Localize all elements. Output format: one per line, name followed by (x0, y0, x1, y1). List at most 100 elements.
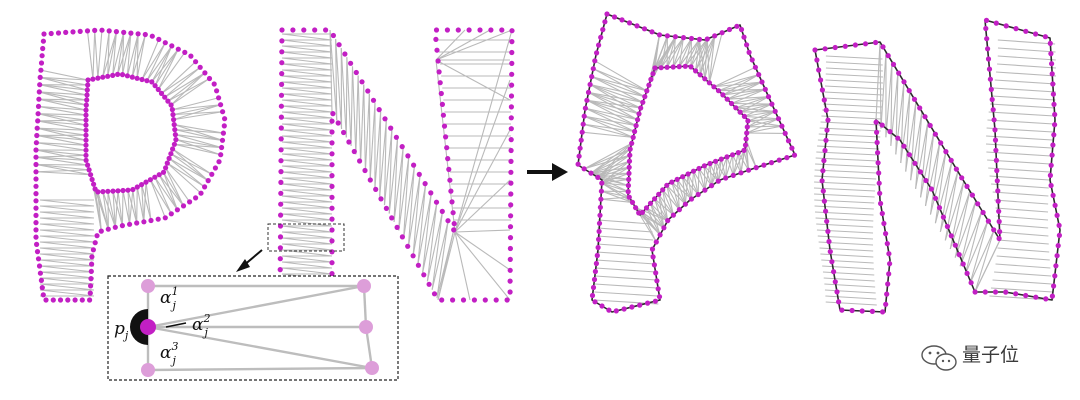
mesh-edge (682, 176, 692, 200)
mesh-edge (143, 182, 147, 222)
mesh-edge (815, 163, 878, 168)
mesh-edge (355, 75, 359, 155)
sample-point (34, 125, 40, 131)
sample-point (205, 178, 211, 184)
mesh-edge (727, 88, 766, 100)
sample-point (818, 77, 824, 83)
sample-point (724, 96, 730, 102)
mesh-edge (726, 156, 734, 176)
sample-point (399, 234, 405, 240)
mesh-edge (435, 29, 491, 61)
mesh-edge (737, 152, 750, 171)
sample-point (779, 123, 785, 129)
sample-point (278, 158, 284, 164)
sample-point (346, 139, 352, 145)
mesh-edge (172, 104, 221, 111)
sample-point (593, 260, 600, 267)
sample-point (148, 217, 154, 224)
mesh-edge (454, 79, 511, 233)
mesh-edge (666, 36, 676, 68)
sample-point (990, 107, 996, 113)
mesh-edge (437, 231, 456, 301)
mesh-edge (699, 38, 708, 75)
mesh-edge (820, 121, 882, 126)
sample-point (650, 71, 656, 77)
mesh-edge (591, 76, 647, 92)
mesh-edge (954, 190, 971, 258)
sample-point (212, 165, 218, 171)
sample-point (351, 148, 357, 155)
sample-point (702, 187, 708, 193)
mesh-edge (695, 39, 701, 71)
sample-point (985, 46, 991, 52)
sample-point (450, 297, 456, 303)
sample-point (383, 205, 389, 211)
sample-point (35, 111, 41, 117)
mesh-edge (650, 202, 669, 222)
sample-point (336, 42, 342, 48)
mesh-edge (114, 190, 119, 228)
sample-point (638, 105, 644, 111)
mesh-edge (671, 181, 686, 205)
mesh-edge (600, 198, 633, 203)
sample-point (434, 47, 440, 53)
sample-point (676, 64, 682, 70)
mesh-edge (146, 42, 166, 81)
sample-point (33, 205, 39, 211)
mesh-edge (735, 96, 769, 109)
sample-point (112, 224, 118, 230)
sample-point (115, 71, 121, 77)
sample-point (279, 71, 285, 77)
sample-point (715, 88, 722, 94)
sample-point (592, 299, 598, 305)
mesh-edge (37, 120, 87, 126)
sample-point (508, 115, 514, 121)
sample-point (604, 11, 610, 17)
mesh-edge (281, 99, 333, 107)
sample-point (100, 74, 106, 80)
sample-point (644, 88, 650, 94)
mesh-edge (672, 37, 684, 68)
sample-point (85, 162, 91, 168)
mesh-edge (435, 59, 511, 101)
sample-point (590, 66, 596, 72)
sample-point (394, 224, 400, 230)
sample-point (826, 238, 832, 245)
sample-point (219, 137, 226, 143)
sample-point (40, 38, 47, 44)
mesh-edge (107, 31, 117, 77)
mesh-edge (601, 182, 630, 198)
sample-point (119, 223, 125, 229)
sample-point (707, 160, 713, 167)
mesh-edge (703, 165, 706, 191)
sample-point (994, 178, 1000, 184)
mesh-edge (173, 104, 221, 121)
mesh-edge (747, 125, 782, 128)
mesh-edge (174, 143, 222, 149)
mesh-edge (684, 173, 689, 205)
mesh-edge (154, 48, 179, 86)
sample-point (587, 81, 593, 88)
sample-point (997, 229, 1003, 235)
mesh-edge (141, 184, 152, 221)
sample-point (278, 212, 284, 218)
sample-point (598, 188, 605, 194)
sample-point (443, 134, 449, 140)
sample-point (216, 159, 222, 165)
sample-point (859, 308, 865, 314)
sample-point (879, 210, 885, 217)
sample-point (168, 102, 174, 108)
sample-point (329, 173, 335, 179)
mesh-edge (35, 154, 87, 158)
sample-point (816, 67, 822, 73)
mesh-edge (743, 150, 750, 171)
sample-point (995, 188, 1001, 194)
mesh-edge (121, 32, 125, 75)
mesh-edge (398, 148, 404, 231)
sample-point (92, 27, 98, 33)
sample-point (713, 158, 719, 164)
sample-point (674, 176, 680, 182)
mesh-edge (989, 175, 1050, 181)
sample-point (446, 166, 452, 172)
sample-point (89, 254, 95, 260)
